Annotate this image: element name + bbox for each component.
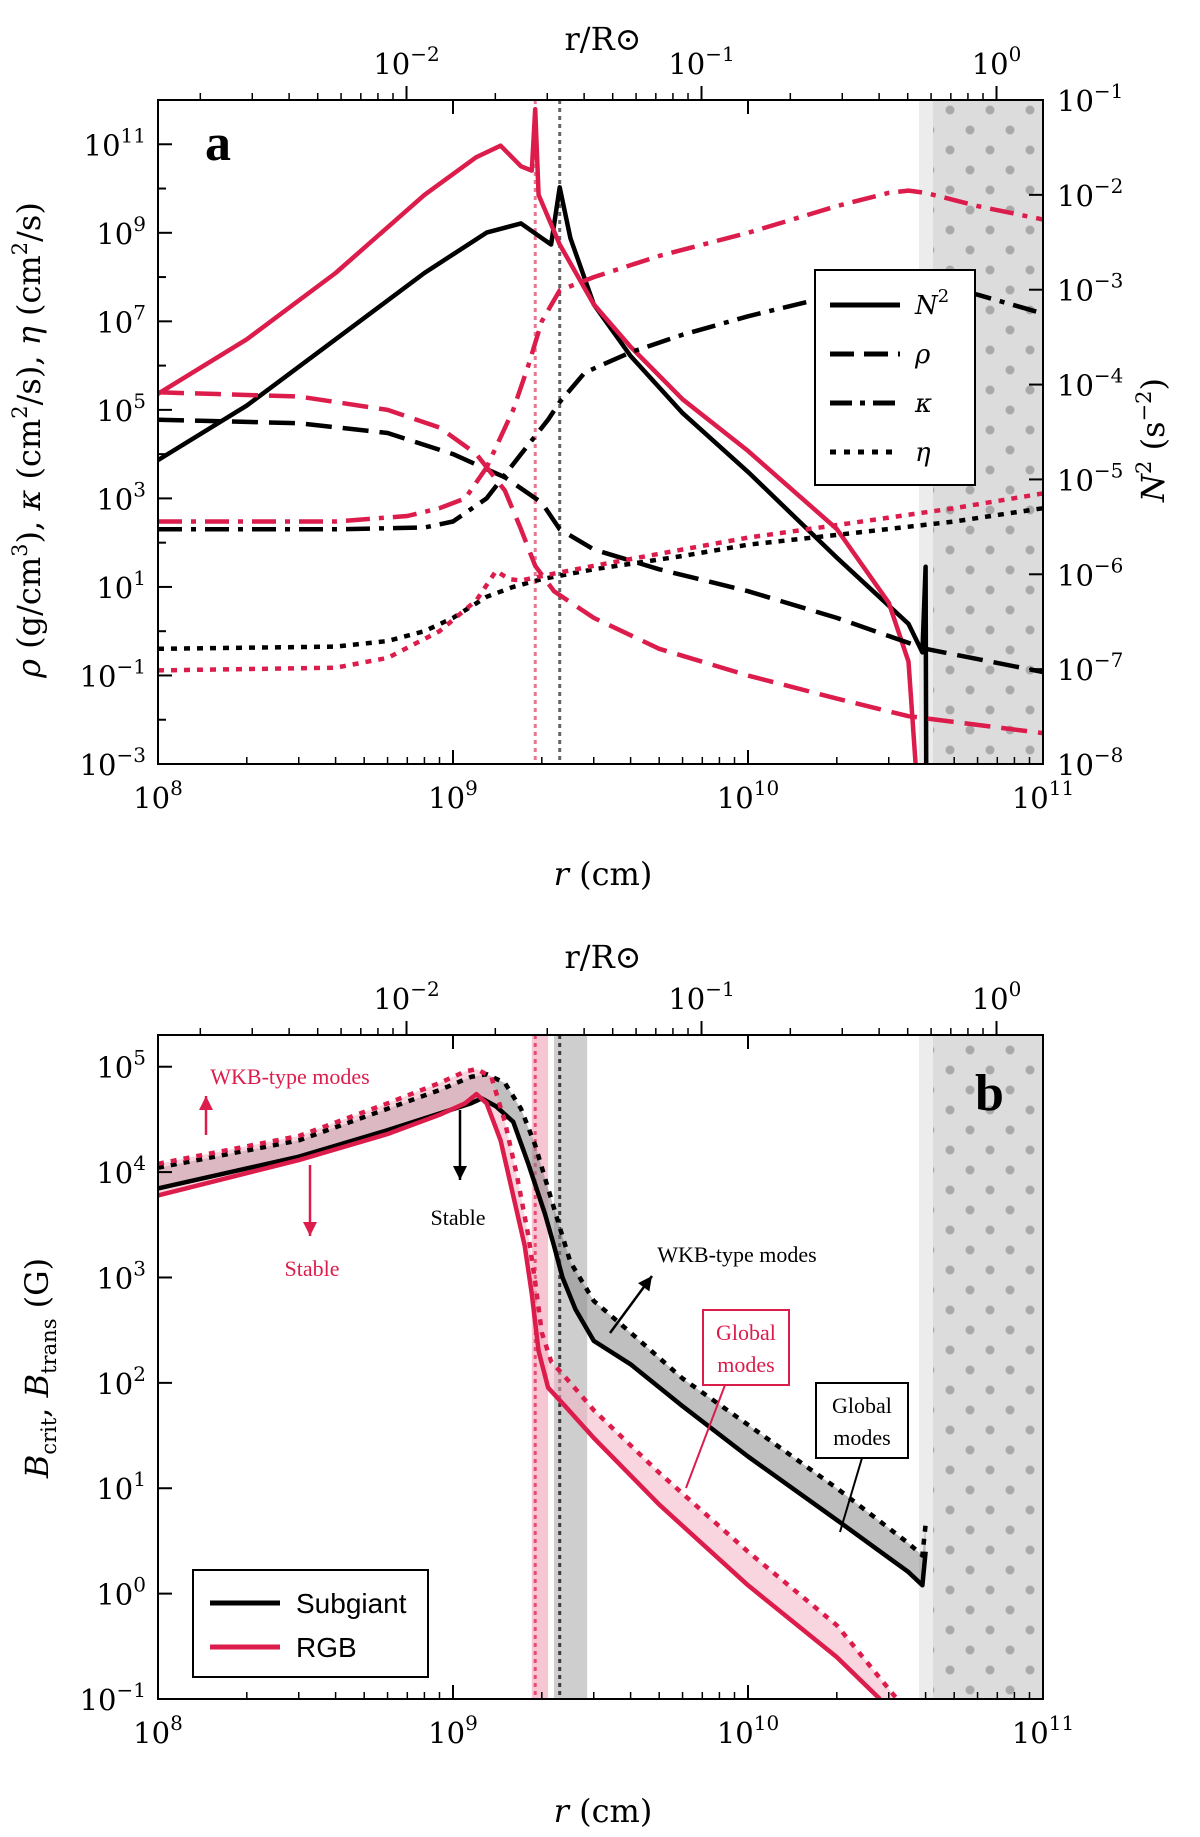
top-tick-label: 10−2 (373, 977, 439, 1016)
legend-label: N2 (914, 286, 949, 321)
panel-b-legend: Subgiant RGB (192, 1569, 429, 1678)
y-tick-label: 107 (96, 300, 146, 339)
legend-frame (192, 1569, 429, 1678)
panel-a-legend: N2 ρκη (814, 269, 976, 486)
y-tick-label: 105 (96, 1046, 146, 1085)
panel-b-top-x-label: r/R⊙ (565, 938, 642, 976)
panel-b: 108 109 1010 1011 10−2 10−1 100 10−1 100 101 102 10… (18, 938, 1074, 1830)
y-tick-label: 103 (96, 477, 146, 516)
annotation-global-black-1: Global (832, 1393, 892, 1418)
x-tick-label: 109 (428, 776, 478, 815)
y-tick-label: 10−4 (1057, 364, 1123, 403)
arrow-stable-black-head (453, 1166, 467, 1180)
top-tick-label: 100 (972, 977, 1022, 1016)
panel-b-annotations: WKB-type modes Stable Stable WKB-type modes… (199, 1064, 909, 1533)
global-modes-red-box (702, 1309, 790, 1386)
y-tick-label: 101 (96, 566, 146, 605)
annotation-wkb-red: WKB-type modes (210, 1064, 369, 1089)
legend-label: Subgiant (296, 1588, 407, 1619)
top-tick-label: 100 (972, 42, 1022, 81)
top-tick-label: 10−2 (373, 42, 439, 81)
y-tick-label: 100 (96, 1573, 146, 1612)
panel-a-left-y-label: ρ (g/cm3), κ (cm2/s), η (cm2/s) (8, 202, 48, 679)
y-tick-label: 103 (96, 1256, 146, 1295)
panel-a-plot-area (158, 100, 1043, 764)
panel-a-right-y-label: N2 (s−2) (1132, 378, 1172, 503)
y-tick-label: 10−5 (1057, 458, 1123, 497)
series-kappa-rgb (158, 188, 1043, 524)
x-tick-label: 108 (133, 1711, 183, 1750)
y-tick-label: 10−8 (1057, 743, 1123, 782)
global-modes-red-pointer (685, 1384, 726, 1489)
x-tick-label: 1011 (1012, 776, 1074, 815)
x-tick-label: 108 (133, 776, 183, 815)
x-tick-label: 1011 (1012, 1711, 1074, 1750)
panel-b-frame (157, 1034, 1044, 1700)
panel-b-plot-area (158, 1035, 1043, 1699)
envelope-dot-pattern (933, 1035, 1043, 1699)
series-B_trans-rgb (158, 1066, 899, 1699)
y-tick-label: 104 (96, 1151, 146, 1190)
global-modes-black-box (815, 1382, 909, 1459)
series-rho-rgb (158, 390, 1043, 736)
panel-a-x-label: r (cm) (554, 855, 653, 893)
series-B_trans-subgiant (158, 1071, 928, 1558)
top-tick-label: 10−1 (668, 977, 734, 1016)
panel-a: 108 109 1010 1011 10−2 10−1 100 10−3 10−1 101 103 1… (8, 20, 1172, 893)
y-tick-label: 1011 (84, 123, 146, 162)
panel-a-letter: a (205, 115, 231, 172)
panel-b-x-label: r (cm) (554, 1792, 653, 1830)
y-tick-label: 10−1 (1057, 79, 1123, 118)
series-eta-subgiant (158, 505, 1043, 652)
envelope-boundary-shade (919, 1035, 934, 1699)
series-N2-subgiant (158, 185, 929, 764)
legend-frame (814, 269, 976, 486)
y-tick-label: 10−6 (1057, 553, 1123, 592)
annotation-global-red-2: modes (717, 1352, 774, 1377)
series-kappa-subgiant (158, 281, 1043, 532)
legend-label: RGB (296, 1632, 357, 1663)
arrow-wkb-red-head (199, 1096, 213, 1110)
y-tick-label: 102 (96, 1362, 146, 1401)
x-tick-label: 1010 (717, 1711, 779, 1750)
x-tick-label: 109 (428, 1711, 478, 1750)
legend-label: κ (914, 389, 932, 419)
panel-b-y-label: Bcrit, Btrans (G) (18, 1258, 61, 1479)
series-N2-rgb (158, 106, 918, 764)
x-tick-label: 1010 (717, 776, 779, 815)
global-modes-black-pointer (839, 1457, 863, 1533)
annotation-stable-red: Stable (285, 1256, 340, 1281)
series-eta-rgb (158, 491, 1043, 673)
y-tick-label: 10−7 (1057, 648, 1123, 687)
y-tick-label: 10−3 (1057, 269, 1123, 308)
annotation-stable-black: Stable (431, 1205, 486, 1230)
panel-a-frame (157, 99, 1044, 765)
subgiant-fill-between (158, 1074, 926, 1586)
series-rho-subgiant (158, 417, 1043, 675)
y-tick-label: 10−3 (80, 743, 146, 782)
annotation-global-black-2: modes (833, 1425, 890, 1450)
y-tick-label: 10−1 (80, 654, 146, 693)
y-tick-label: 109 (96, 212, 146, 251)
legend-label: ρ (914, 340, 931, 370)
arrow-stable-red-head (303, 1222, 317, 1236)
y-tick-label: 10−2 (1057, 174, 1123, 213)
panel-a-top-x-label: r/R⊙ (565, 20, 642, 58)
top-tick-label: 10−1 (668, 42, 734, 81)
series-B_crit-rgb (158, 1091, 882, 1699)
arrow-wkb-black-head (638, 1276, 652, 1292)
panel-b-letter: b (975, 1065, 1004, 1122)
y-tick-label: 105 (96, 389, 146, 428)
rgb-fill-between (158, 1069, 897, 1699)
legend-label: η (915, 438, 931, 468)
y-tick-label: 101 (96, 1467, 146, 1506)
annotation-global-red-1: Global (716, 1320, 776, 1345)
y-tick-label: 10−1 (80, 1678, 146, 1717)
annotation-wkb-black: WKB-type modes (657, 1242, 816, 1267)
